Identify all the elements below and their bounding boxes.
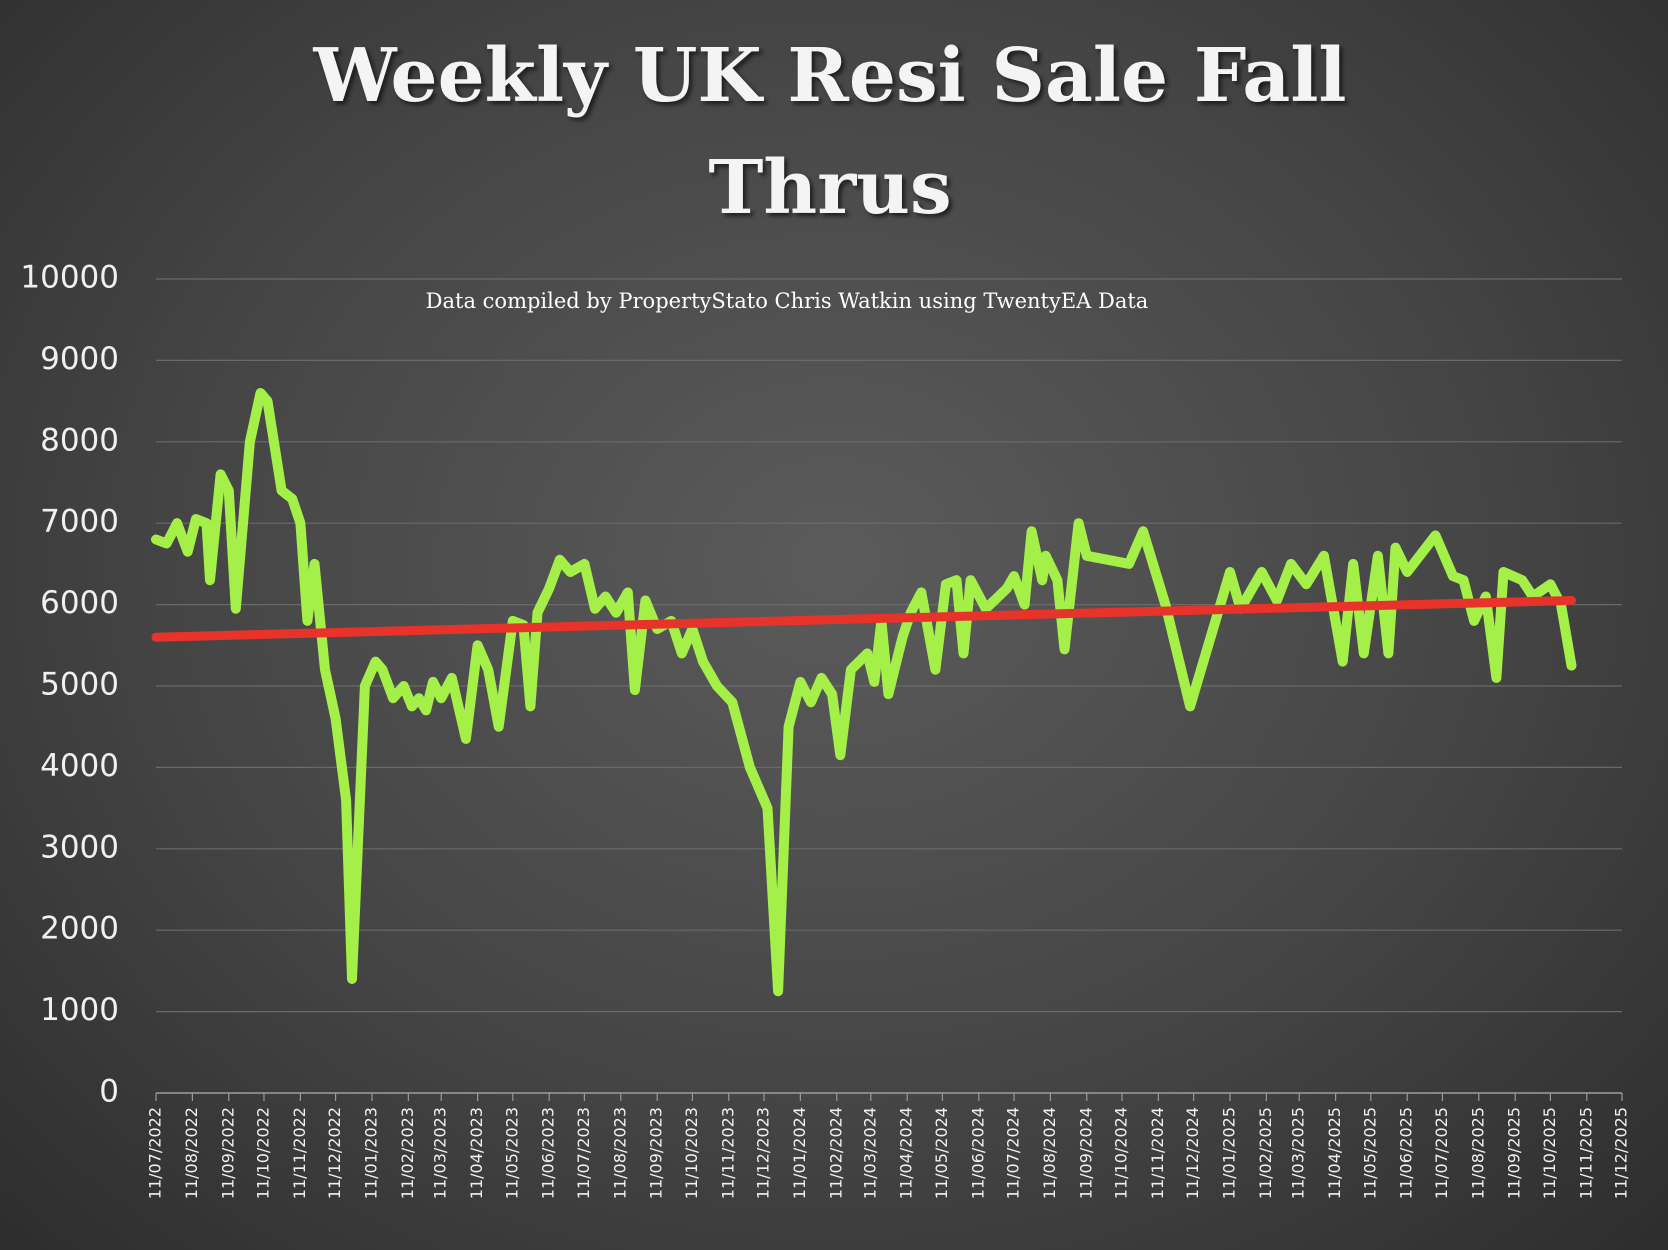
x-tick-label: 11/04/2025: [1325, 1107, 1344, 1199]
chart-title: Weekly UK Resi Sale Fall Thrus: [313, 33, 1347, 231]
x-tick-label: 11/09/2023: [647, 1107, 666, 1199]
x-tick-label: 11/12/2022: [325, 1107, 344, 1199]
x-tick-label: 11/10/2025: [1540, 1107, 1559, 1199]
x-tick-label: 11/01/2025: [1219, 1107, 1238, 1199]
x-tick-label: 11/01/2023: [361, 1107, 380, 1199]
x-tick-label: 11/01/2024: [790, 1107, 809, 1199]
x-tick-label: 11/03/2025: [1289, 1107, 1308, 1199]
data-line: [151, 388, 1577, 997]
x-tick-label: 11/07/2025: [1432, 1107, 1451, 1199]
y-tick-label: 3000: [40, 829, 119, 865]
y-tick-label: 10000: [20, 260, 119, 296]
x-tick-label: 11/11/2024: [1148, 1107, 1167, 1199]
x-tick-label: 11/03/2024: [860, 1107, 879, 1199]
x-tick-label: 11/08/2024: [1040, 1107, 1059, 1199]
y-tick-label: 4000: [40, 748, 119, 784]
x-tick-label: 11/10/2023: [682, 1107, 701, 1199]
y-tick-label: 6000: [40, 585, 119, 621]
x-tick-label: 11/10/2024: [1111, 1107, 1130, 1199]
x-tick-label: 11/07/2022: [146, 1107, 165, 1199]
x-tick-label: 11/11/2022: [290, 1107, 309, 1199]
x-tick-label: 11/07/2023: [574, 1107, 593, 1199]
x-tick-label: 11/05/2023: [502, 1107, 521, 1199]
x-tick-label: 11/02/2025: [1256, 1107, 1275, 1199]
x-tick-label: 11/02/2023: [398, 1107, 417, 1199]
y-tick-label: 7000: [40, 504, 119, 540]
x-tick-label: 11/11/2025: [1576, 1107, 1595, 1199]
y-tick-label: 8000: [40, 422, 119, 458]
x-tick-label: 11/07/2024: [1004, 1107, 1023, 1199]
y-tick-label: 1000: [40, 992, 119, 1028]
chart-subtitle: Data compiled by PropertyStato Chris Wat…: [426, 289, 1149, 313]
x-tick-label: 11/04/2023: [467, 1107, 486, 1199]
x-tick-label: 11/05/2025: [1360, 1107, 1379, 1199]
x-tick-label: 11/12/2023: [753, 1107, 772, 1199]
y-tick-label: 2000: [40, 911, 119, 947]
x-tick-label: 11/12/2024: [1183, 1107, 1202, 1199]
x-tick-label: 11/02/2024: [826, 1107, 845, 1199]
x-tick-label: 11/11/2023: [718, 1107, 737, 1199]
x-tick-label: 11/12/2025: [1612, 1107, 1631, 1199]
x-tick-label: 11/04/2024: [897, 1107, 916, 1199]
x-tick-label: 11/09/2025: [1505, 1107, 1524, 1199]
x-tick-label: 11/09/2024: [1076, 1107, 1095, 1199]
y-tick-label: 9000: [40, 341, 119, 377]
x-tick-label: 11/08/2022: [182, 1107, 201, 1199]
x-tick-label: 11/08/2025: [1468, 1107, 1487, 1199]
y-tick-label: 0: [99, 1074, 119, 1110]
x-tick-label: 11/06/2025: [1397, 1107, 1416, 1199]
y-tick-label: 5000: [40, 667, 119, 703]
trend-line: [151, 596, 1576, 642]
x-tick-label: 11/06/2024: [968, 1107, 987, 1199]
x-tick-label: 11/03/2023: [431, 1107, 450, 1199]
x-tick-label: 11/09/2022: [218, 1107, 237, 1199]
x-tick-label: 11/05/2024: [932, 1107, 951, 1199]
x-tick-label: 11/06/2023: [539, 1107, 558, 1199]
x-tick-label: 11/08/2023: [610, 1107, 629, 1199]
x-tick-label: 11/10/2022: [253, 1107, 272, 1199]
